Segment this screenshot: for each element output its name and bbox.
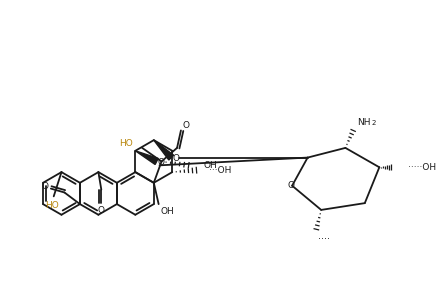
Text: OH: OH <box>203 161 217 170</box>
Text: ···OH: ···OH <box>209 166 232 175</box>
Text: O: O <box>98 206 105 215</box>
Text: ·····OH: ·····OH <box>408 163 437 172</box>
Text: O: O <box>288 181 295 190</box>
Polygon shape <box>154 140 174 160</box>
Text: HO: HO <box>45 201 59 210</box>
Text: O: O <box>41 182 49 191</box>
Text: HO: HO <box>119 138 132 148</box>
Text: ····: ···· <box>318 234 330 244</box>
Text: O: O <box>158 158 165 167</box>
Text: O: O <box>172 154 179 163</box>
Polygon shape <box>135 151 158 164</box>
Text: 2: 2 <box>372 120 376 126</box>
Text: OH: OH <box>161 207 174 216</box>
Text: NH: NH <box>357 118 370 127</box>
Text: O: O <box>182 121 189 130</box>
